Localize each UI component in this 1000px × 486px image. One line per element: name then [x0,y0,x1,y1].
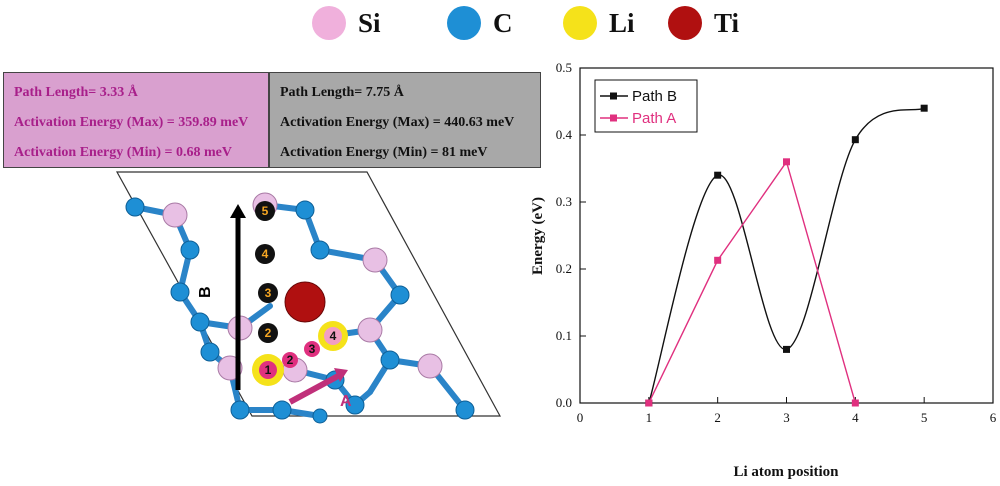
c-swatch [447,6,481,40]
data-point [783,158,790,166]
series-line [648,107,925,404]
path-b-info-box: Path Length= 7.75 Å Activation Energy (M… [269,72,541,168]
data-point [851,399,859,407]
atom-legend: Si C Li Ti [0,0,1000,50]
data-point [714,256,722,264]
path-a-length: Path Length= 3.33 Å [14,85,138,100]
legend-marker [610,114,617,122]
path-b-site-marker [255,201,275,221]
path-b-site-label: 4 [262,247,269,261]
path-b-site-label: 5 [262,204,269,218]
path-b-site-marker [255,244,275,264]
x-tick-label: 6 [990,410,997,425]
ti-swatch [668,6,702,40]
path-b-arrowhead [230,204,246,218]
x-tick-label: 0 [577,410,584,425]
energy-chart: 0 1 2 3 4 5 6 0.0 0.1 0.2 0.3 0.4 0.5 Path B Path A L… [530,60,997,480]
y-tick-label: 0.3 [556,194,572,209]
path-b-activation-max: Activation Energy (Max) = 440.63 meV [280,115,515,130]
path-a-activation-min: Activation Energy (Min) = 0.68 meV [14,145,232,160]
path-a-site-label: 3 [309,342,316,356]
data-point [920,104,928,112]
data-point [783,345,790,353]
path-b-site-marker [258,283,278,303]
x-tick-label: 5 [921,410,928,425]
path-b-site-label: 2 [265,326,272,340]
x-tick-label: 1 [646,410,653,425]
path-a-arrow-label: A [340,393,352,410]
data-point [645,399,653,407]
path-b-length: Path Length= 7.75 Å [280,85,404,100]
legend-li-label: Li [609,8,635,38]
path-a-site-label: 4 [330,329,337,343]
legend-ti-label: Ti [714,8,740,38]
y-tick-label: 0.0 [556,395,572,410]
path-a-site-label: 2 [287,353,294,367]
legend-label: Path B [632,88,677,105]
legend-marker [610,92,617,100]
path-a-site-marker [282,352,298,368]
data-point [851,136,859,144]
path-a-site-marker [259,361,277,379]
y-axis-title: Energy (eV) [530,197,546,275]
path-b-activation-min: Activation Energy (Min) = 81 meV [280,145,488,160]
li-swatch [563,6,597,40]
titanium-atom [284,281,326,323]
x-axis-title: Li atom position [733,464,839,480]
chart-legend-box [594,79,698,133]
x-tick-label: 3 [783,410,790,425]
legend-si-label: Si [358,8,381,38]
path-a-info-box: Path Length= 3.33 Å Activation Energy (M… [3,72,269,168]
y-tick-label: 0.1 [556,328,572,343]
si-swatch [312,6,346,40]
y-tick-label: 0.4 [556,127,573,142]
y-tick-label: 0.2 [556,261,572,276]
path-a-site-marker [324,327,342,345]
data-point [714,171,722,179]
path-a-site-label: 1 [265,363,272,377]
x-tick-label: 2 [714,410,721,425]
path-a-site-marker [304,341,320,357]
x-tick-label: 4 [852,410,859,425]
path-a-arrow [288,372,342,405]
path-b-site-label: 3 [265,286,272,300]
structure-diagram: B A 5 4 3 2 1 2 3 4 [115,171,502,424]
series-line [648,160,857,404]
legend-label: Path A [632,110,676,127]
carbon-atoms [125,197,475,424]
path-a-activation-max: Activation Energy (Max) = 359.89 meV [14,115,249,130]
path-b-site-marker [258,323,278,343]
y-tick-label: 0.5 [556,60,572,75]
path-b-arrow-label: B [197,286,214,298]
legend-c-label: C [493,8,513,38]
path-a-arrowhead [334,368,348,382]
